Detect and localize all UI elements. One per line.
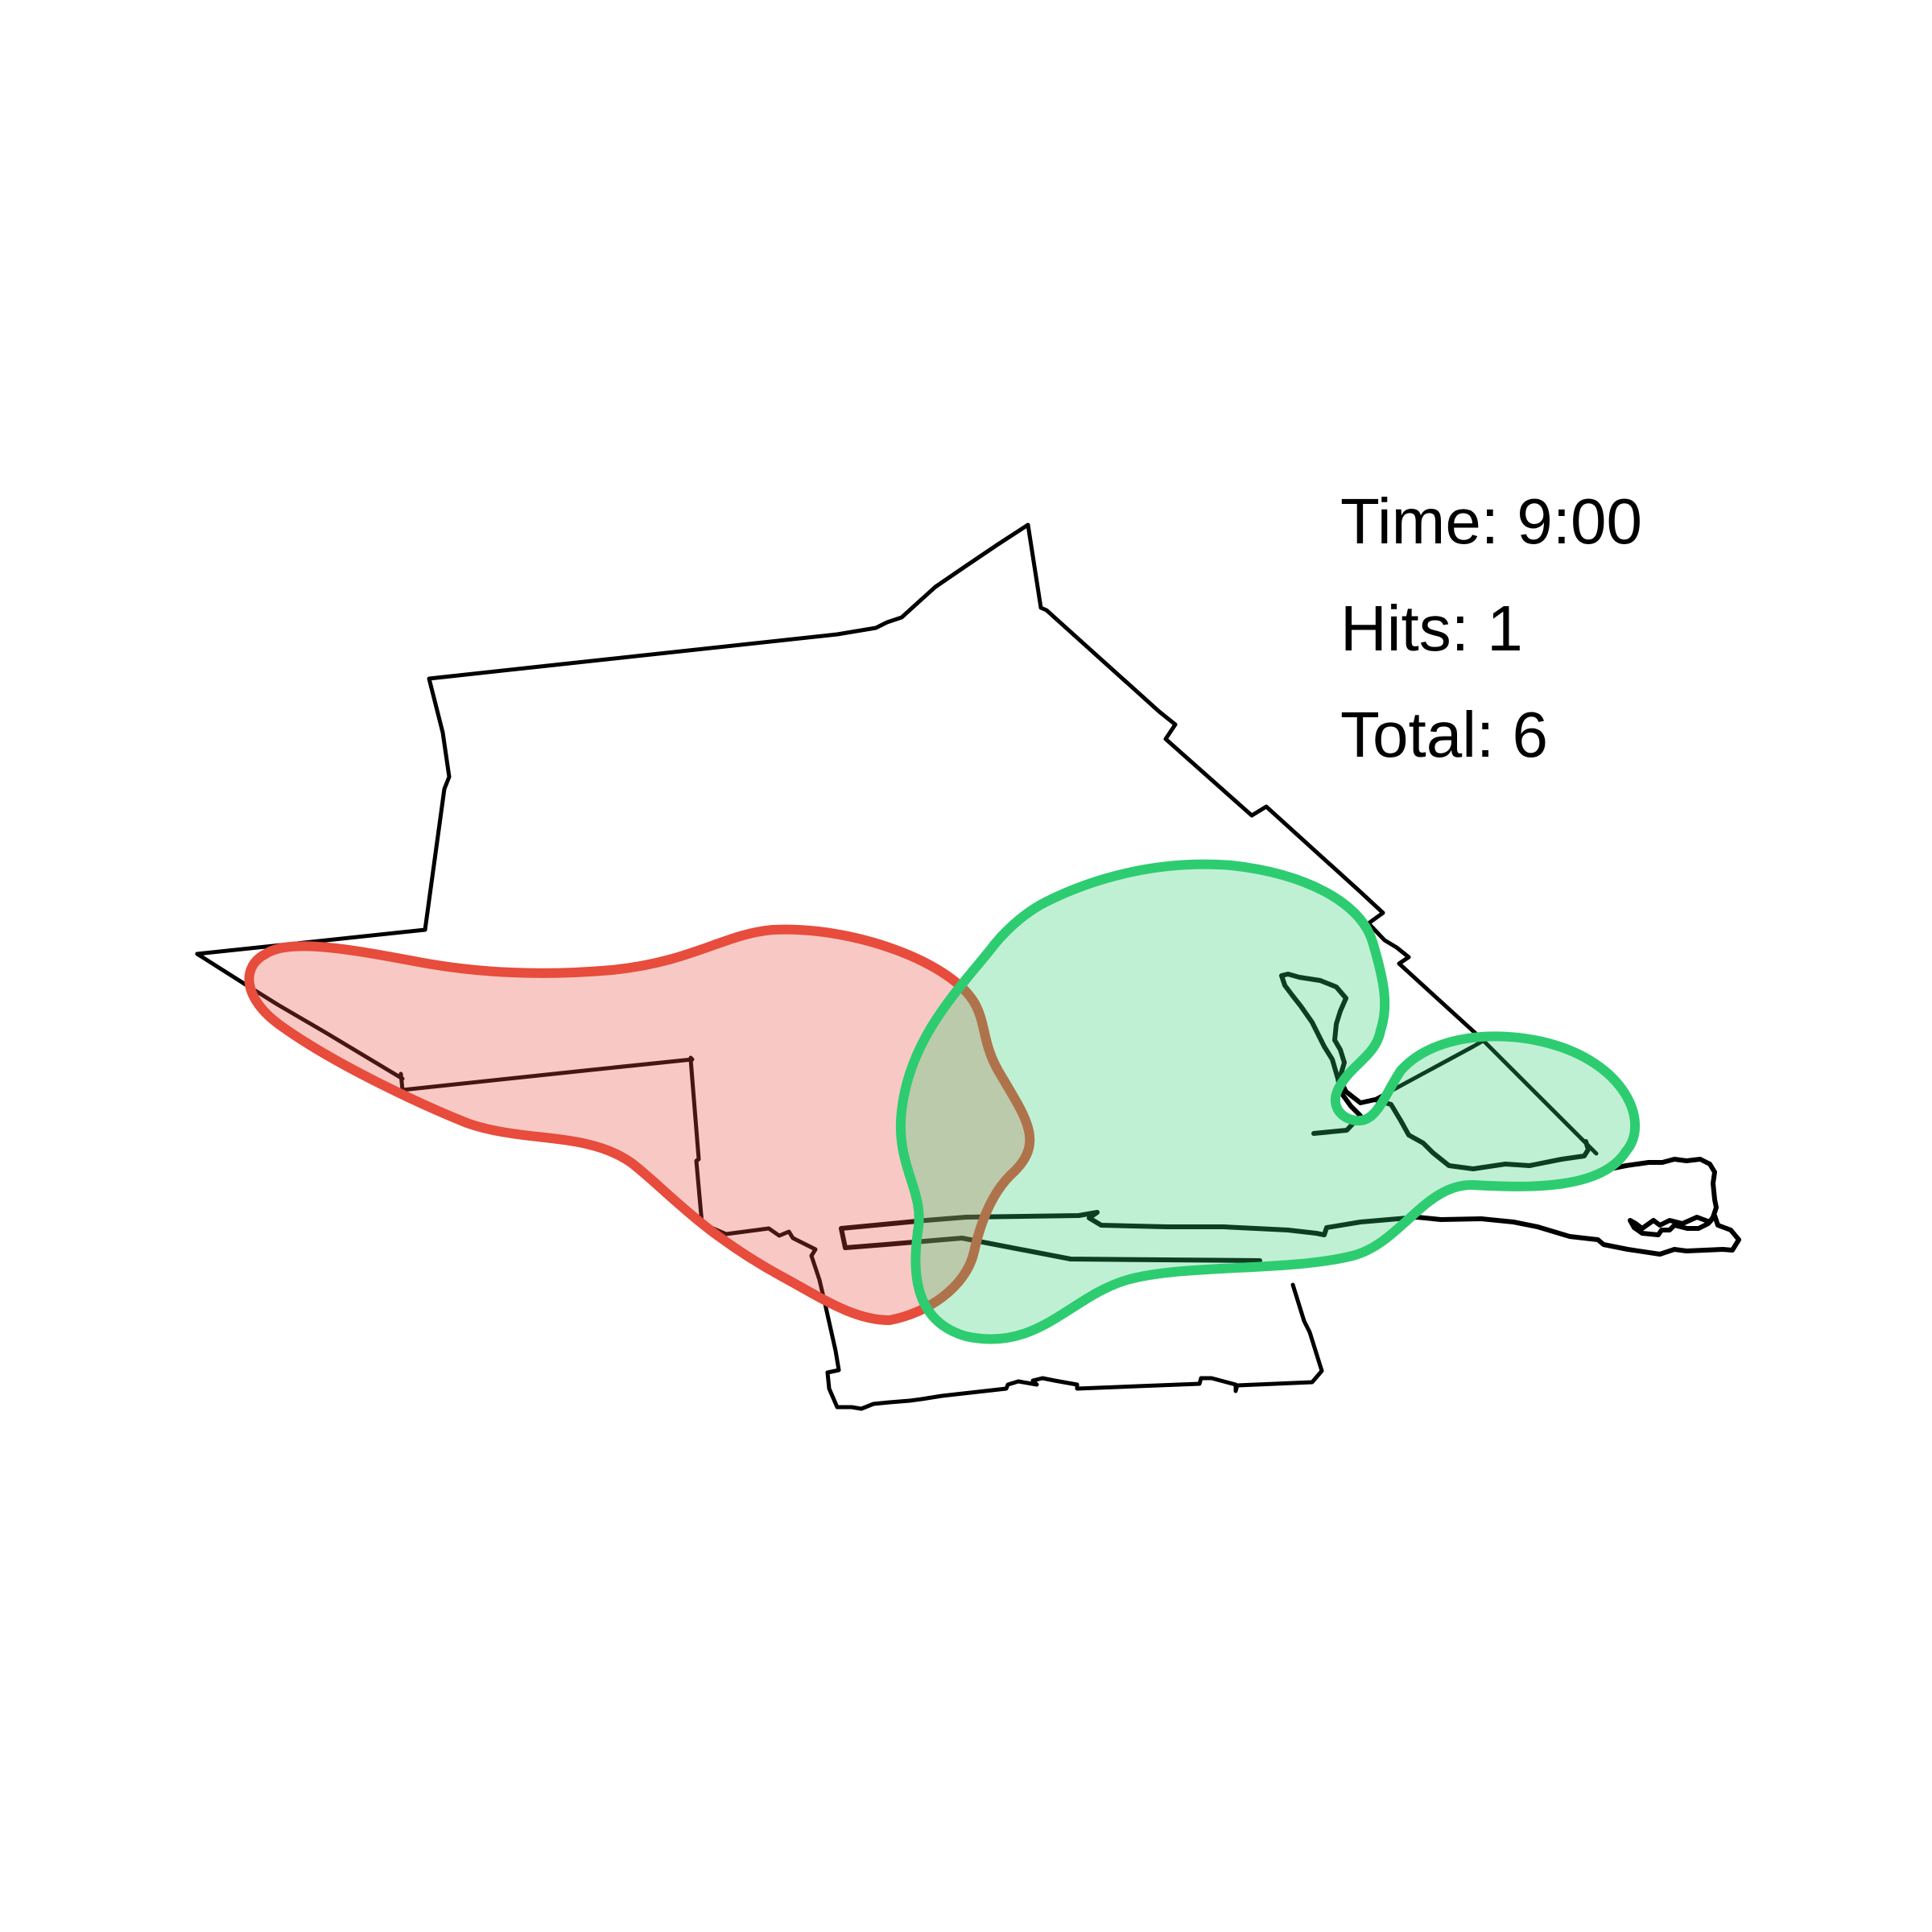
southern-coastline	[839, 1157, 1741, 1257]
district-divider-vertical	[688, 1057, 1324, 1411]
total-label: Total: 6	[1340, 699, 1548, 770]
inlet-line	[1373, 1038, 1487, 1102]
hits-label: Hits: 1	[1340, 592, 1523, 664]
red-zone	[244, 924, 1035, 1325]
green-zone	[895, 859, 1641, 1344]
time-label: Time: 9:00	[1340, 485, 1642, 557]
peninsula-coastline	[1279, 972, 1591, 1171]
region-boundary-north	[195, 522, 1599, 1156]
southern-strip	[839, 1226, 1262, 1263]
